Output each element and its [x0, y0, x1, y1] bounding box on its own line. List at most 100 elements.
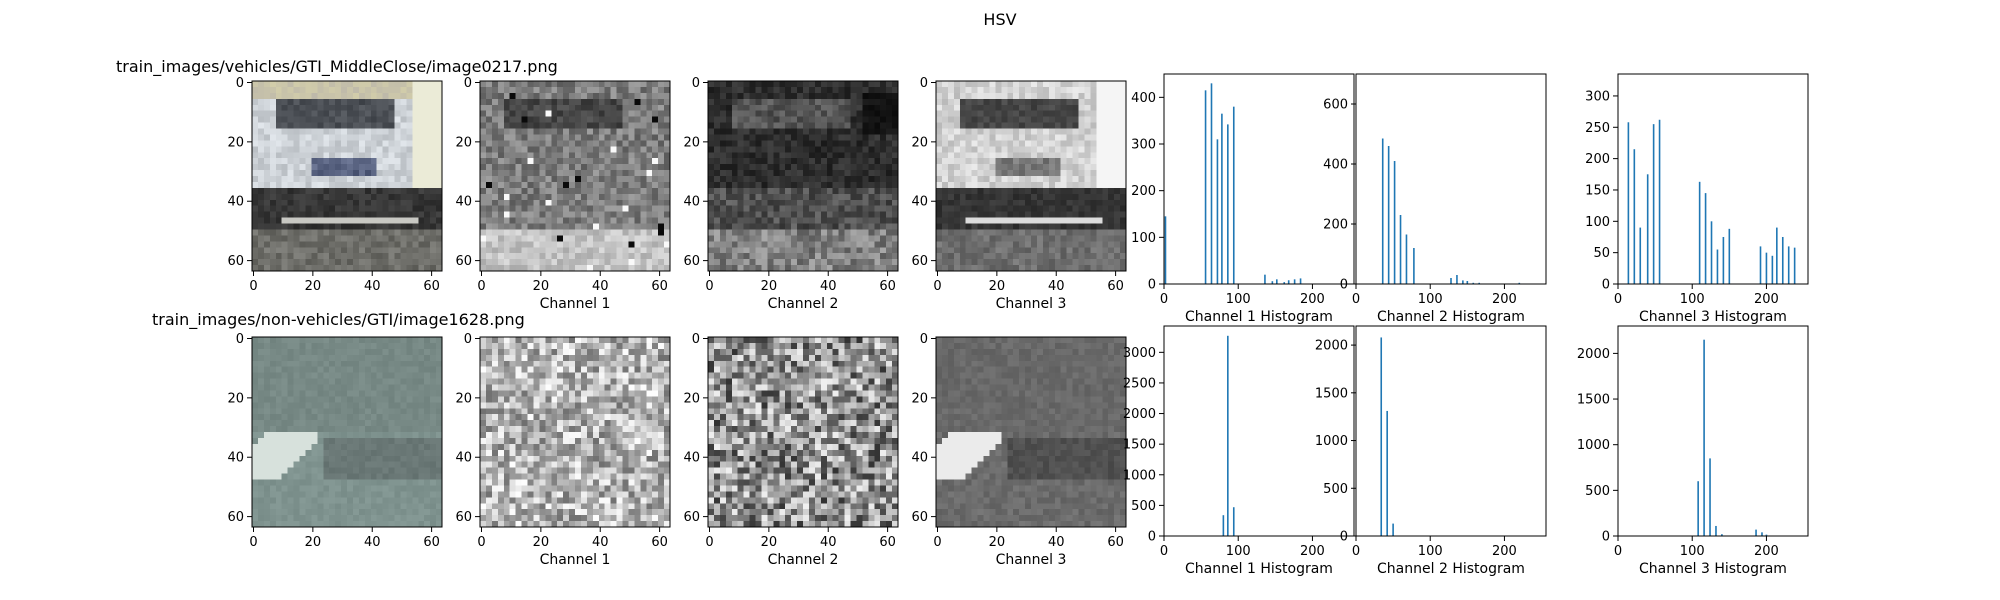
- histogram-bar: [1271, 281, 1274, 284]
- histogram-bar: [1386, 410, 1388, 536]
- image-panel-r1-c3: 0 20 40 60 0 20 40 60 Channel 2: [683, 76, 899, 312]
- histogram-panel-1: 0 100 200 0 100 200 300 400 Channel 1 Histogram: [1131, 73, 1355, 325]
- image-panel-r1-c2: 0 20 40 60 0 20 40 60 Channel 1: [455, 76, 671, 312]
- histogram-frame: [1355, 325, 1547, 537]
- histogram-bar: [1456, 275, 1458, 284]
- image-pixels: [708, 337, 898, 527]
- image-pixels: [936, 81, 1126, 271]
- histogram-bar: [1287, 280, 1290, 284]
- x-tick-label: 60: [423, 535, 440, 550]
- histogram-bar: [1721, 534, 1723, 536]
- x-tick-label: 60: [879, 279, 896, 294]
- y-tick-label: 20: [455, 135, 472, 150]
- y-tick-label: 20: [911, 135, 928, 150]
- y-tick-label: 20: [227, 391, 244, 406]
- histogram-bar: [1283, 282, 1286, 284]
- x-tick-label: 20: [761, 535, 778, 550]
- histogram-bar: [1709, 458, 1711, 536]
- x-tick-label: 20: [533, 279, 550, 294]
- histogram-panel-3: 0 100 200 0 50 100 150 200 250 300 Channel 3 Histo…: [1585, 73, 1809, 325]
- histogram-bar: [1276, 279, 1278, 284]
- x-tick-label: 0: [1352, 544, 1360, 559]
- y-tick-label: 60: [227, 254, 244, 269]
- y-tick-label: 40: [911, 195, 928, 210]
- histogram-xlabel: Channel 1 Histogram: [1185, 309, 1333, 325]
- image-frame: [935, 80, 1127, 272]
- histogram-bar: [1781, 236, 1784, 284]
- histogram-frame: [1163, 325, 1355, 537]
- histogram-xlabel: Channel 3 Histogram: [1639, 309, 1787, 325]
- y-tick-label: 40: [455, 451, 472, 466]
- histogram-bar: [1227, 124, 1229, 285]
- image-pixels: [480, 81, 670, 271]
- x-tick-label: 60: [651, 535, 668, 550]
- histogram-bar: [1761, 532, 1763, 536]
- histogram-bar: [1204, 90, 1207, 284]
- histogram-bar: [1210, 83, 1213, 284]
- x-tick-label: 0: [477, 279, 485, 294]
- histogram-bar: [1646, 174, 1649, 284]
- y-tick-label: 0: [1602, 530, 1610, 545]
- x-tick-label: 40: [820, 279, 837, 294]
- y-tick-label: 200: [1131, 184, 1156, 199]
- histogram-frame: [1355, 73, 1547, 285]
- x-tick-label: 20: [305, 279, 322, 294]
- histogram-bar: [1759, 246, 1762, 284]
- image-frame: [707, 80, 899, 272]
- y-tick-label: 200: [1323, 218, 1348, 233]
- y-tick-label: 2000: [1315, 339, 1348, 354]
- y-tick-label: 60: [911, 510, 928, 525]
- histogram-bar: [1703, 339, 1705, 536]
- histogram-bar: [1728, 228, 1731, 284]
- x-tick-label: 0: [933, 535, 941, 550]
- histogram-bar: [1478, 282, 1481, 284]
- histogram-bar: [1413, 248, 1415, 284]
- x-tick-label: 60: [1107, 535, 1124, 550]
- y-tick-label: 0: [1340, 278, 1348, 293]
- image-xlabel: Channel 1: [540, 296, 611, 312]
- histogram-bar: [1450, 278, 1452, 284]
- histogram-bar: [1716, 249, 1719, 284]
- image-panel-r2-c1: 0 20 40 60 0 20 40 60: [227, 332, 443, 550]
- x-tick-label: 60: [1107, 279, 1124, 294]
- x-tick-label: 40: [1048, 279, 1065, 294]
- histogram-bar: [1232, 106, 1235, 285]
- y-tick-label: 40: [227, 451, 244, 466]
- histogram-bar: [1771, 255, 1774, 284]
- y-tick-label: 40: [227, 195, 244, 210]
- y-tick-label: 1500: [1123, 438, 1156, 453]
- y-tick-label: 500: [1323, 482, 1348, 497]
- y-tick-label: 0: [236, 76, 244, 91]
- histogram-frame: [1163, 73, 1355, 285]
- histogram-bar: [1715, 525, 1717, 536]
- y-tick-label: 60: [911, 254, 928, 269]
- histogram-bar: [1787, 246, 1790, 284]
- y-tick-label: 2000: [1123, 407, 1156, 422]
- histogram-bar: [1710, 221, 1713, 284]
- x-tick-label: 40: [364, 535, 381, 550]
- histogram-bar: [1755, 529, 1757, 536]
- y-tick-label: 60: [455, 254, 472, 269]
- image-xlabel: Channel 2: [768, 296, 839, 312]
- y-tick-label: 200: [1585, 152, 1610, 167]
- y-tick-label: 300: [1131, 138, 1156, 153]
- y-tick-label: 20: [455, 391, 472, 406]
- histogram-bar: [1466, 281, 1469, 284]
- image-pixels: [936, 337, 1126, 527]
- histogram-bar: [1293, 279, 1296, 284]
- y-tick-label: 0: [236, 332, 244, 347]
- x-tick-label: 200: [1754, 292, 1779, 307]
- histogram-bar: [1381, 138, 1384, 284]
- x-tick-label: 100: [1226, 544, 1251, 559]
- histogram-bar: [1462, 280, 1464, 284]
- y-tick-label: 100: [1131, 231, 1156, 246]
- image-frame: [479, 80, 671, 272]
- histogram-bar: [1380, 337, 1383, 536]
- image-xlabel: Channel 1: [540, 552, 611, 568]
- y-tick-label: 40: [683, 195, 700, 210]
- x-tick-label: 100: [1226, 292, 1251, 307]
- histogram-bar: [1633, 149, 1636, 284]
